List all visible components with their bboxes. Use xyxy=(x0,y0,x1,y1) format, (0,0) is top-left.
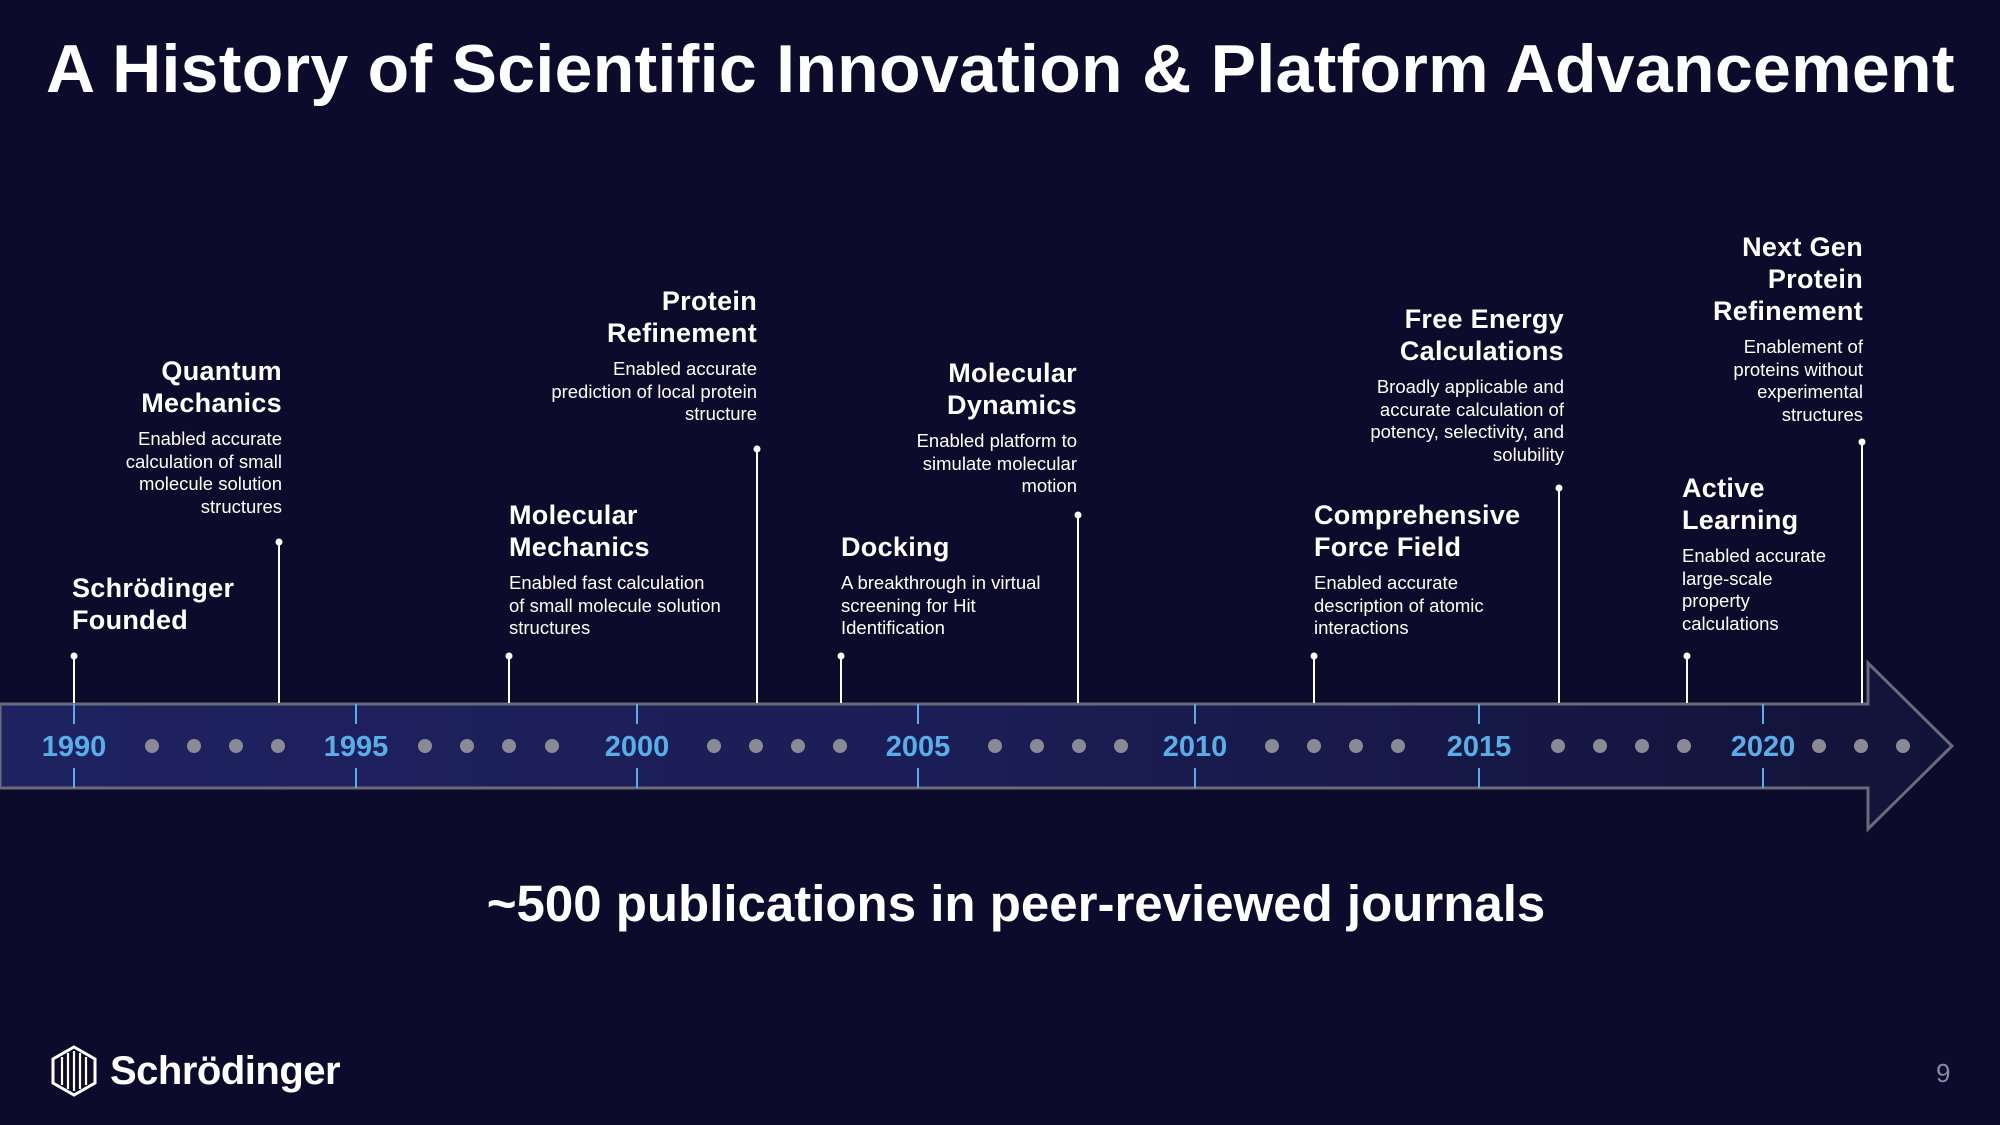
event-description: Enabled platform to simulate molecular m… xyxy=(916,430,1077,496)
event-connector-dot xyxy=(1683,652,1691,660)
timeline-dot xyxy=(145,739,159,753)
timeline-dot xyxy=(418,739,432,753)
event-description: Enabled fast calculation of small molecu… xyxy=(509,572,721,638)
event-title: Docking xyxy=(841,532,950,562)
event-title: Quantum Mechanics xyxy=(141,356,282,418)
timeline-dots xyxy=(145,739,1910,753)
event-description: Enabled accurate calculation of small mo… xyxy=(125,428,282,517)
event-connector-dot xyxy=(837,652,845,660)
event-docking: Docking A breakthrough in virtual screen… xyxy=(841,531,1041,640)
event-connector-dot xyxy=(1858,438,1866,446)
year-ticks xyxy=(73,704,1764,788)
event-protein-refinement: Protein Refinement Enabled accurate pred… xyxy=(551,285,757,426)
event-molecular-dynamics: Molecular Dynamics Enabled platform to s… xyxy=(917,357,1077,498)
timeline-dot xyxy=(749,739,763,753)
timeline-dot xyxy=(1349,739,1363,753)
event-title: Molecular Dynamics xyxy=(947,358,1077,420)
year-label: 1990 xyxy=(42,731,107,763)
year-label: 2010 xyxy=(1163,731,1228,763)
event-connector-dot xyxy=(1310,652,1318,660)
timeline-dot xyxy=(791,739,805,753)
event-connector-dot xyxy=(70,652,78,660)
event-description: A breakthrough in virtual screening for … xyxy=(841,572,1041,638)
publications-statement: ~500 publications in peer-reviewed journ… xyxy=(486,875,1546,932)
timeline-arrow xyxy=(0,659,1955,833)
timeline-dot xyxy=(833,739,847,753)
event-connector-dot xyxy=(505,652,513,660)
year-label: 2020 xyxy=(1731,731,1796,763)
year-label: 1995 xyxy=(324,731,389,763)
company-logo: Schrödinger xyxy=(50,1045,341,1097)
timeline-dot xyxy=(1677,739,1691,753)
event-schrodinger-founded: Schrödinger Founded xyxy=(72,572,234,636)
event-connector-dot xyxy=(275,538,283,546)
event-title: Active Learning xyxy=(1682,473,1799,535)
timeline-dot xyxy=(1896,739,1910,753)
timeline-dot xyxy=(1114,739,1128,753)
timeline-dot xyxy=(1854,739,1868,753)
event-molecular-mechanics: Molecular Mechanics Enabled fast calcula… xyxy=(509,499,721,640)
timeline-dot xyxy=(271,739,285,753)
event-title: Comprehensive Force Field xyxy=(1314,500,1521,562)
event-connector-dot xyxy=(1555,484,1563,492)
event-next-gen-protein-refinement: Next Gen Protein Refinement Enablement o… xyxy=(1713,231,1863,426)
year-label: 2005 xyxy=(886,731,951,763)
timeline-dot xyxy=(1307,739,1321,753)
timeline-dot xyxy=(187,739,201,753)
event-comprehensive-force-field: Comprehensive Force Field Enabled accura… xyxy=(1314,499,1520,640)
timeline-dot xyxy=(460,739,474,753)
event-description: Enablement of proteins without experimen… xyxy=(1733,336,1863,425)
event-description: Enabled accurate large-scale property ca… xyxy=(1682,545,1826,634)
timeline-dot xyxy=(229,739,243,753)
event-title: Next Gen Protein Refinement xyxy=(1712,232,1863,326)
event-title: Protein Refinement xyxy=(606,286,757,348)
event-description: Enabled accurate description of atomic i… xyxy=(1314,572,1484,638)
timeline-dot xyxy=(545,739,559,753)
event-quantum-mechanics: Quantum Mechanics Enabled accurate calcu… xyxy=(126,355,282,518)
page-title: A History of Scientific Innovation & Pla… xyxy=(46,31,1955,107)
event-connectors xyxy=(70,438,1866,703)
timeline-dot xyxy=(1072,739,1086,753)
event-connector-dot xyxy=(1074,511,1082,519)
timeline-dot xyxy=(502,739,516,753)
event-connector-dot xyxy=(753,445,761,453)
timeline-dot xyxy=(1391,739,1405,753)
event-title: Molecular Mechanics xyxy=(509,500,650,562)
timeline-dot xyxy=(1635,739,1649,753)
event-title: Free Energy Calculations xyxy=(1399,304,1564,366)
year-label: 2015 xyxy=(1447,731,1512,763)
event-title: Schrödinger Founded xyxy=(72,573,235,635)
schrodinger-logo-icon xyxy=(51,1045,97,1097)
timeline-dot xyxy=(1265,739,1279,753)
timeline-dot xyxy=(1551,739,1565,753)
timeline-dot xyxy=(988,739,1002,753)
timeline-dot xyxy=(707,739,721,753)
event-description: Broadly applicable and accurate calculat… xyxy=(1370,376,1564,465)
event-description: Enabled accurate prediction of local pro… xyxy=(551,358,757,424)
timeline-dot xyxy=(1030,739,1044,753)
event-free-energy-calculations: Free Energy Calculations Broadly applica… xyxy=(1370,303,1564,466)
timeline-dot xyxy=(1812,739,1826,753)
event-active-learning: Active Learning Enabled accurate large-s… xyxy=(1682,472,1826,635)
year-label: 2000 xyxy=(605,731,670,763)
year-labels: 1990 1995 2000 2005 2010 2015 2020 xyxy=(42,731,1796,763)
page-number: 9 xyxy=(1936,1058,1951,1088)
timeline-dot xyxy=(1593,739,1607,753)
logo-text: Schrödinger xyxy=(110,1048,341,1093)
